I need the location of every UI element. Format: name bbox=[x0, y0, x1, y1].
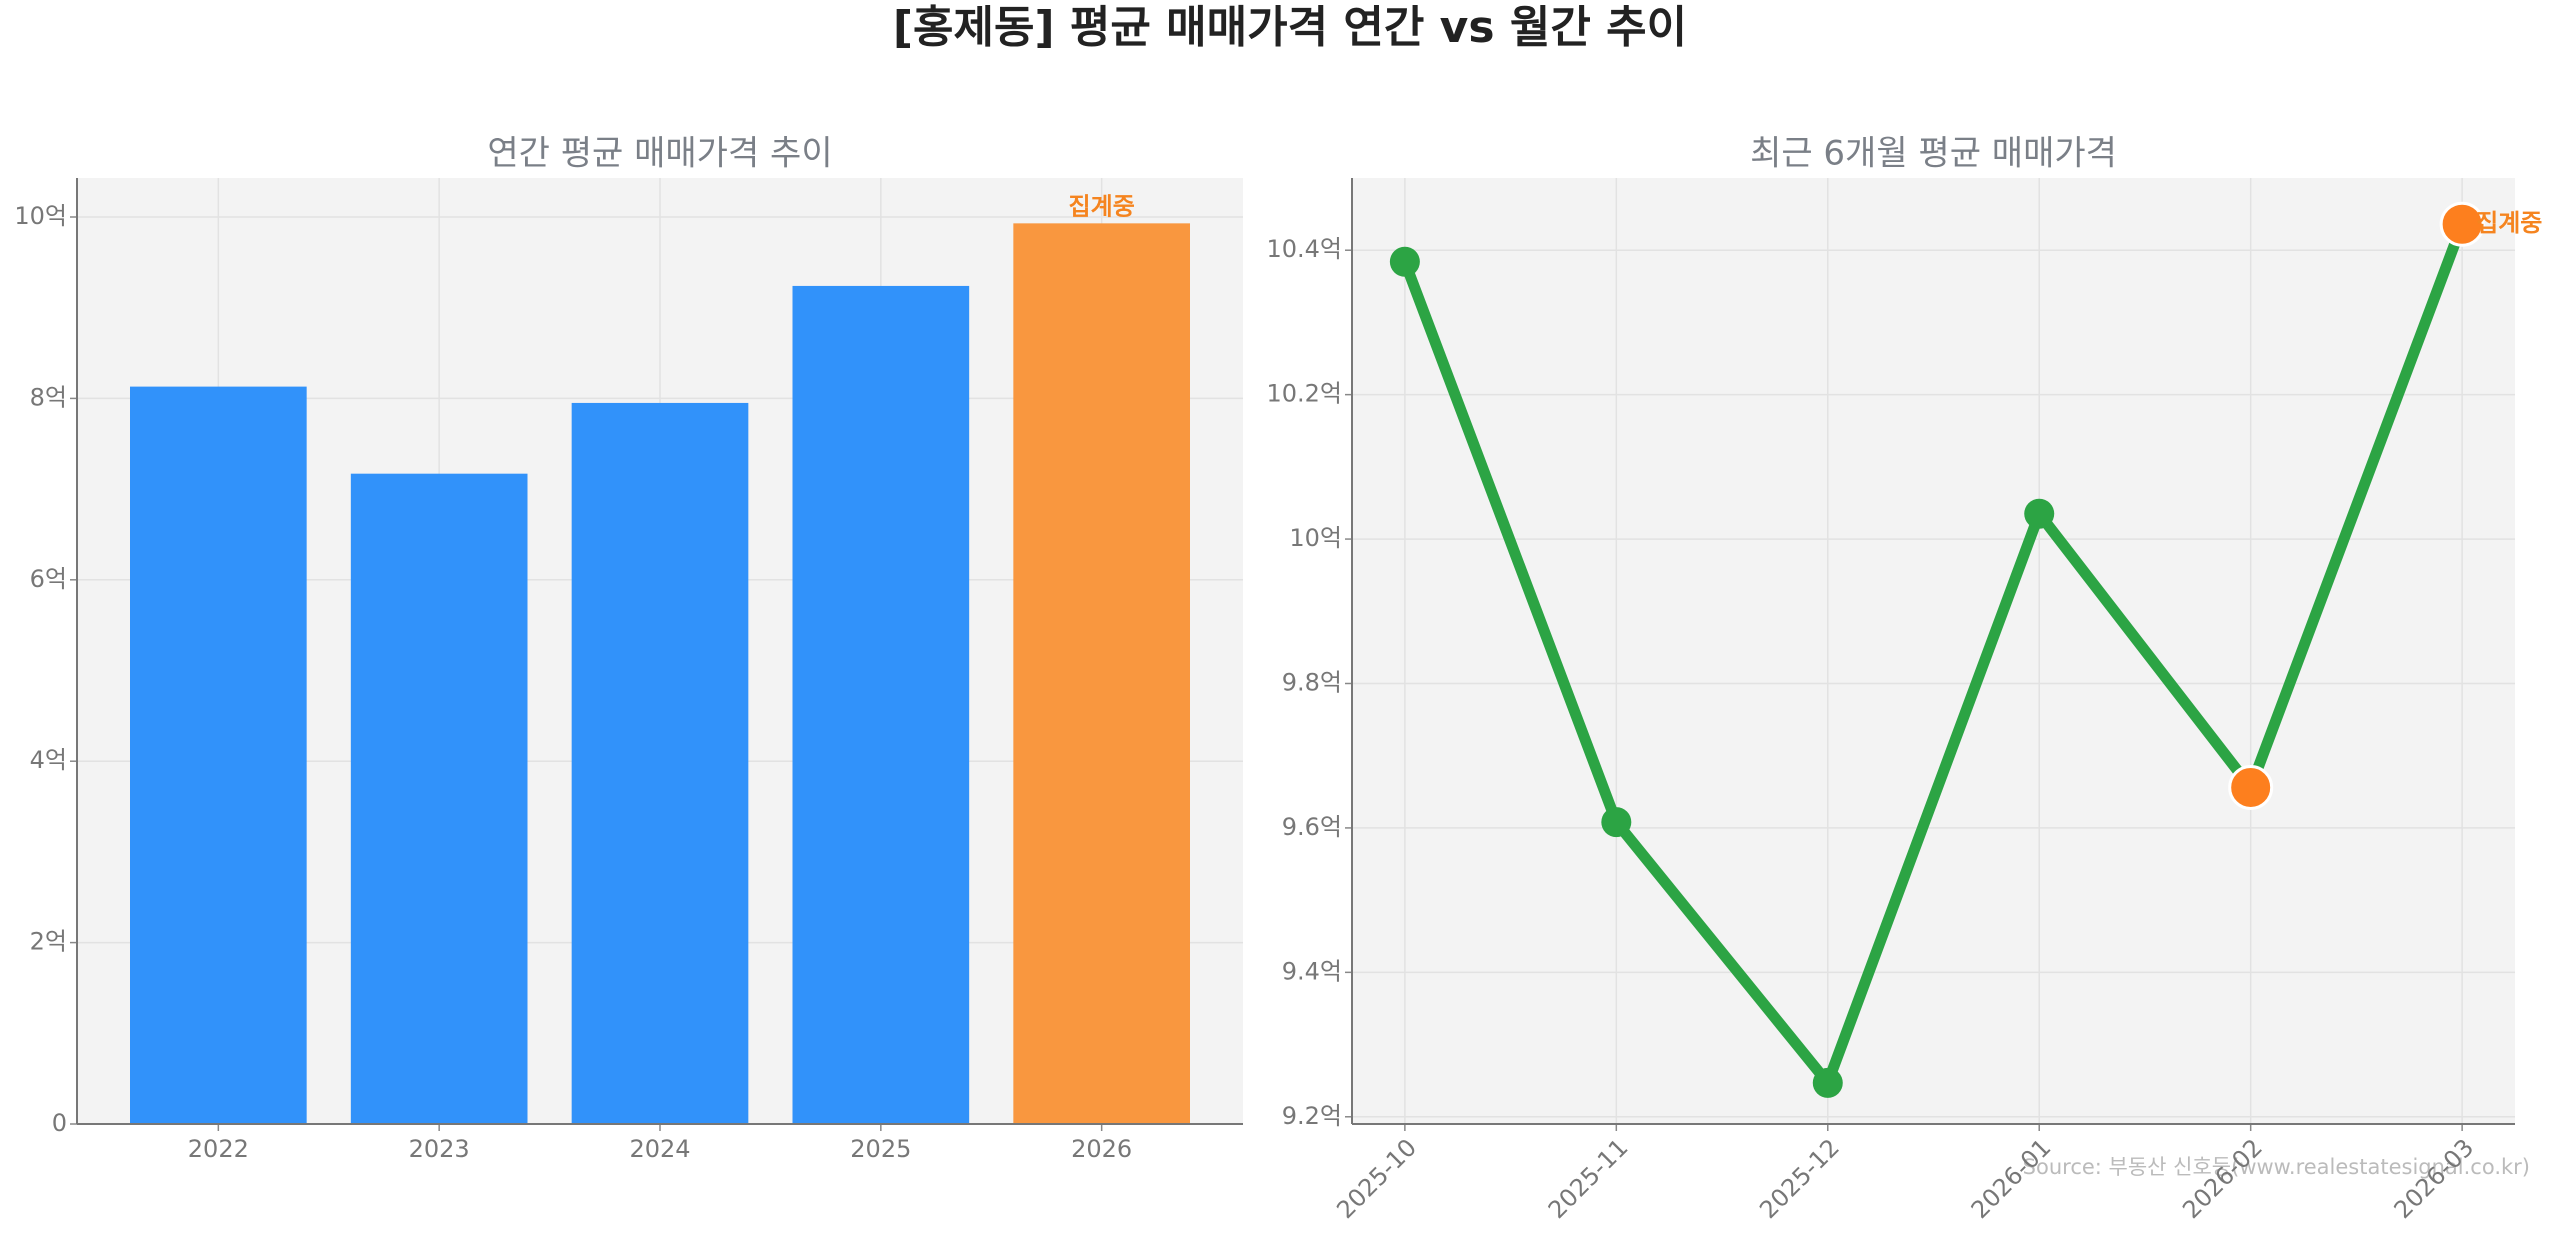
y-tick-label: 8억 bbox=[30, 383, 67, 411]
x-tick-label: 2025-11 bbox=[1543, 1133, 1634, 1224]
y-tick-label: 2억 bbox=[30, 928, 67, 956]
point bbox=[1812, 1067, 1843, 1098]
y-tick-label: 9.4억 bbox=[1282, 957, 1342, 985]
y-tick-label: 10.2억 bbox=[1266, 380, 1342, 408]
y-tick-label: 4억 bbox=[30, 746, 67, 774]
x-tick-label: 2025-10 bbox=[1331, 1133, 1422, 1224]
x-tick-label: 2025-12 bbox=[1754, 1133, 1845, 1224]
figure-title: [홍제동] 평균 매매가격 연간 vs 월간 추이 bbox=[893, 2, 1687, 53]
x-tick-label: 2023 bbox=[409, 1135, 470, 1163]
x-tick-label: 2026 bbox=[1071, 1135, 1132, 1163]
y-tick-label: 9.8억 bbox=[1282, 668, 1342, 696]
bar bbox=[571, 402, 749, 1124]
point bbox=[1601, 807, 1632, 838]
y-tick-label: 10억 bbox=[14, 202, 67, 230]
bar bbox=[792, 285, 970, 1125]
y-tick-label: 6억 bbox=[30, 565, 67, 593]
y-tick-label: 9.6억 bbox=[1282, 813, 1342, 841]
y-tick-label: 10.4억 bbox=[1266, 235, 1342, 263]
y-tick-label: 0 bbox=[52, 1109, 67, 1137]
y-tick-label: 9.2억 bbox=[1282, 1102, 1342, 1130]
bar bbox=[1013, 223, 1190, 1124]
x-tick-label: 2022 bbox=[188, 1135, 249, 1163]
bar bbox=[350, 473, 528, 1124]
point bbox=[2439, 201, 2485, 247]
plot-area bbox=[1352, 178, 2515, 1124]
x-tick-label: 2024 bbox=[629, 1135, 690, 1163]
annotation: 집계중 bbox=[1069, 192, 1135, 220]
bar bbox=[130, 386, 307, 1125]
chart-title: 연간 평균 매매가격 추이 bbox=[487, 134, 832, 174]
point bbox=[2228, 764, 2274, 810]
source-note: Source: 부동산 신호등(www.realestatesignal.co.… bbox=[2023, 1155, 2530, 1179]
x-tick-label: 2025 bbox=[850, 1135, 911, 1163]
annotation: 집계중 bbox=[2476, 209, 2542, 237]
point bbox=[2024, 498, 2055, 529]
line bbox=[1399, 222, 2468, 1089]
chart-title: 최근 6개월 평균 매매가격 bbox=[1750, 134, 2117, 174]
point bbox=[1389, 246, 1420, 277]
y-tick-label: 10억 bbox=[1289, 524, 1342, 552]
